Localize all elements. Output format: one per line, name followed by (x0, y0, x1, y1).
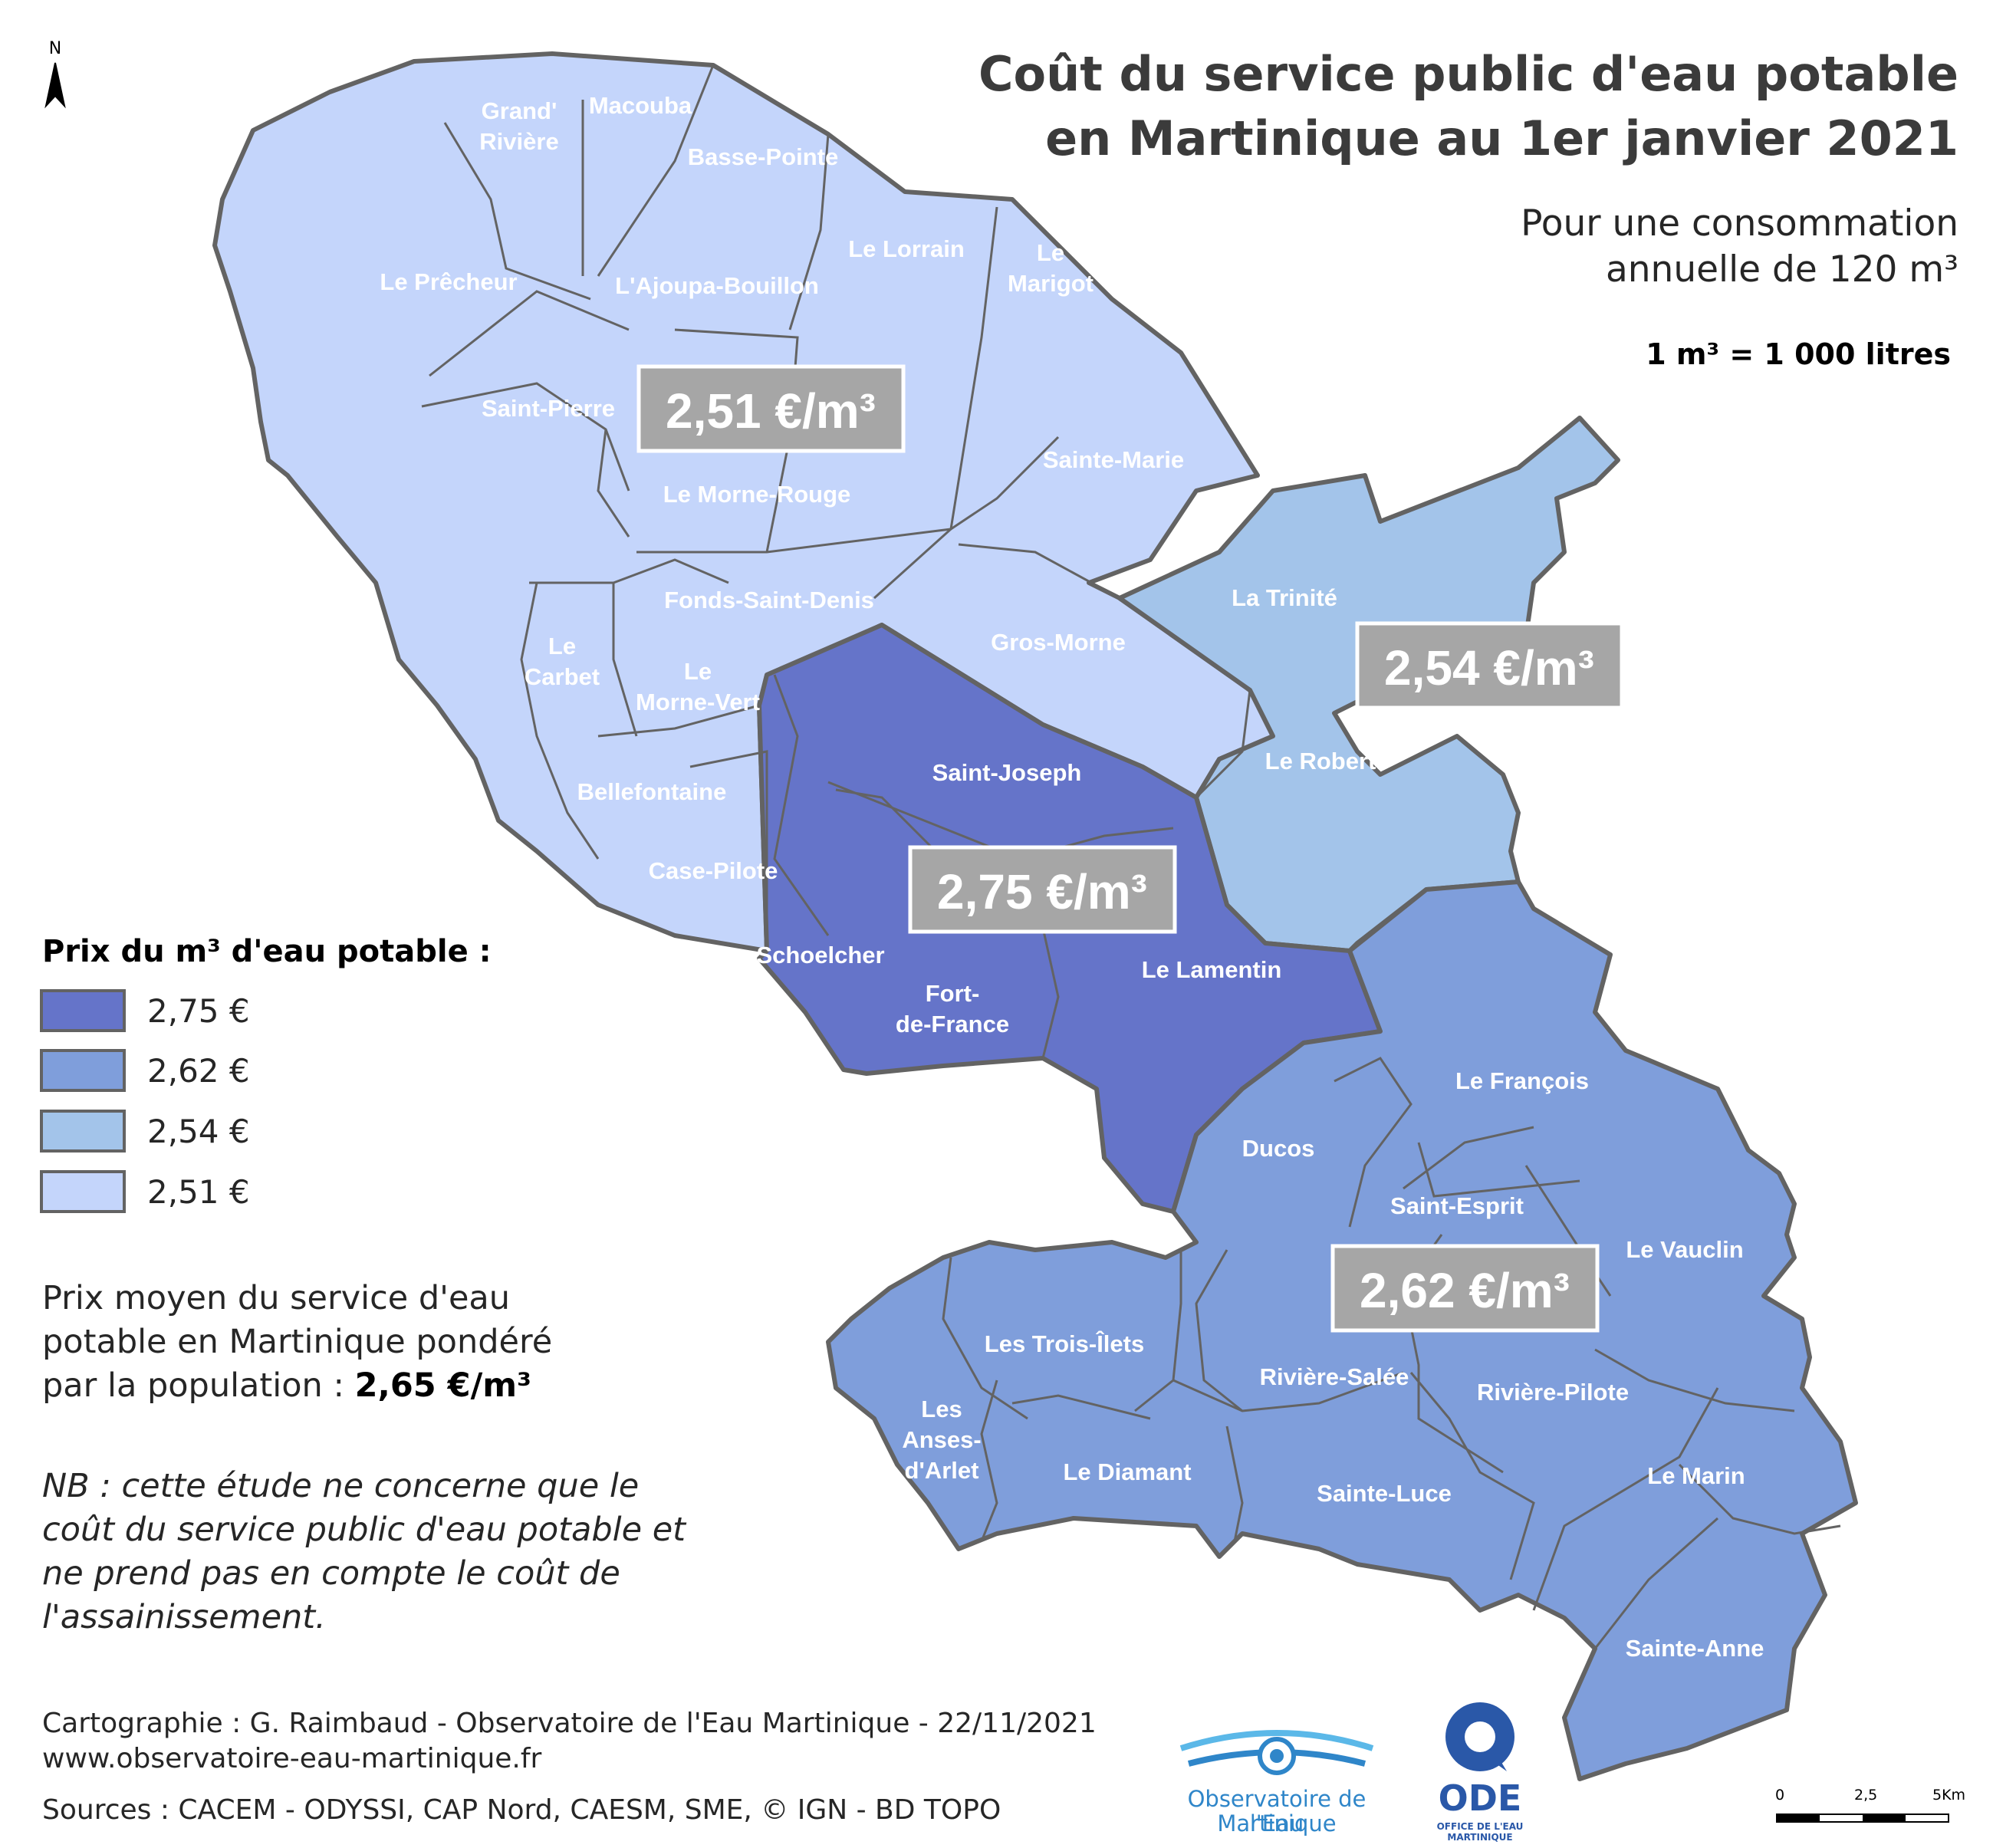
scale-label-5km: 5Km (1932, 1787, 1966, 1804)
subtitle-line-1: Pour une consommation (1521, 202, 1958, 245)
label-basse-pointe: Basse-Pointe (688, 143, 838, 170)
sources: Sources : CACEM - ODYSSI, CAP Nord, CAES… (42, 1794, 1001, 1826)
legend-label-254: 2,54 € (147, 1113, 250, 1150)
label-le-marin: Le Marin (1647, 1462, 1745, 1489)
label-les-anses-d-arlet: Les (921, 1396, 962, 1422)
nb-line-1: NB : cette étude ne concerne que le (42, 1467, 640, 1505)
map-title: Coût du service public d'eau potable en … (978, 42, 1958, 171)
svg-text:2,51 €/m³: 2,51 €/m³ (666, 383, 876, 439)
label-le-carbet: Le (548, 633, 576, 659)
label-le-francois: Le François (1455, 1067, 1589, 1094)
ode-logo-name: ODE (1438, 1777, 1522, 1819)
label-le-lorrain: Le Lorrain (848, 235, 965, 262)
scale-label-0: 0 (1775, 1787, 1785, 1804)
label-fonds-saint-denis: Fonds-Saint-Denis (664, 587, 874, 613)
label-le-marigot: Le (1037, 239, 1064, 266)
average-prefix: par la population : (42, 1366, 355, 1405)
label-le-carbet-2: Carbet (525, 663, 600, 690)
label-les-anses-d-arlet-3: d'Arlet (905, 1457, 979, 1484)
map-subtitle: Pour une consommation annuelle de 120 m³ (1521, 201, 1958, 293)
label-le-robert: Le Robert (1265, 748, 1376, 774)
label-sainte-anne: Sainte-Anne (1626, 1635, 1764, 1662)
average-value: 2,65 €/m³ (354, 1366, 531, 1405)
ode-drop-icon (1445, 1702, 1514, 1771)
nb-line-3: ne prend pas en compte le coût de (42, 1554, 620, 1593)
label-case-pilote: Case-Pilote (649, 857, 778, 884)
title-line-2: en Martinique au 1er janvier 2021 (1045, 110, 1958, 166)
label-gros-morne: Gros-Morne (991, 629, 1126, 656)
label-le-morne-vert: Le (684, 658, 712, 685)
nb-line-4: l'assainissement. (42, 1598, 326, 1636)
subtitle-line-2: annuelle de 120 m³ (1605, 248, 1958, 291)
price-box-center: 2,75 €/m³ (908, 845, 1177, 934)
label-macouba: Macouba (589, 92, 692, 119)
label-le-morne-rouge: Le Morne-Rouge (663, 481, 851, 508)
credits-line-1: Cartographie : G. Raimbaud - Observatoir… (42, 1708, 1097, 1739)
svg-text:2,54 €/m³: 2,54 €/m³ (1384, 640, 1594, 695)
scale-bar-graphic (1776, 1813, 1949, 1823)
average-price-note: Prix moyen du service d'eau potable en M… (42, 1277, 552, 1408)
label-grand-riviere-2: Rivière (479, 128, 558, 155)
title-line-1: Coût du service public d'eau potable (978, 46, 1958, 102)
nb-note: NB : cette étude ne concerne que le coût… (42, 1465, 686, 1639)
label-bellefontaine: Bellefontaine (577, 778, 727, 805)
average-line-3: par la population : 2,65 €/m³ (42, 1364, 552, 1408)
price-box-east: 2,54 €/m³ (1355, 621, 1624, 710)
label-sainte-marie: Sainte-Marie (1043, 446, 1184, 473)
label-riviere-pilote: Rivière-Pilote (1477, 1379, 1629, 1406)
label-sainte-luce: Sainte-Luce (1317, 1480, 1452, 1507)
north-arrow-icon: N (44, 39, 66, 109)
label-le-morne-vert-2: Morne-Vert (636, 689, 760, 715)
ode-logo-tagline: OFFICE DE L'EAU MARTINIQUE (1436, 1821, 1524, 1843)
nb-line-2: coût du service public d'eau potable et (42, 1511, 686, 1549)
svg-text:2,62 €/m³: 2,62 €/m³ (1360, 1263, 1570, 1318)
legend-label-262: 2,62 € (147, 1052, 250, 1090)
oem-logo-line-2: Martinique (1217, 1810, 1337, 1836)
label-les-trois-ilets: Les Trois-Îlets (985, 1330, 1144, 1357)
label-schoelcher: Schoelcher (756, 942, 884, 968)
legend-label-275: 2,75 € (147, 992, 250, 1030)
label-fort-de-france: Fort- (926, 980, 980, 1007)
scale-bar: 0 2,5 5Km (1775, 1787, 1965, 1833)
legend-swatch-254 (40, 1110, 126, 1153)
legend-label-251: 2,51 € (147, 1173, 250, 1211)
credits-website: www.observatoire-eau-martinique.fr (42, 1743, 542, 1774)
legend-swatch-275 (40, 989, 126, 1032)
label-le-marigot-2: Marigot (1008, 270, 1094, 297)
oem-logo-line-1: Observatoire de l'Eau (1187, 1786, 1366, 1836)
label-riviere-salee: Rivière-Salée (1260, 1363, 1409, 1390)
label-saint-pierre: Saint-Pierre (482, 395, 615, 422)
conversion-note: 1 m³ = 1 000 litres (1646, 337, 1951, 371)
label-le-precheur: Le Prêcheur (380, 268, 517, 295)
label-le-diamant: Le Diamant (1063, 1458, 1191, 1485)
label-saint-joseph: Saint-Joseph (932, 759, 1082, 786)
label-ducos: Ducos (1242, 1135, 1315, 1162)
label-les-anses-d-arlet-2: Anses- (902, 1426, 981, 1453)
legend-swatch-251 (40, 1170, 126, 1213)
legend-swatch-262 (40, 1049, 126, 1092)
label-fort-de-france-2: de-France (896, 1011, 1009, 1037)
price-box-north: 2,51 €/m³ (636, 364, 906, 453)
label-la-trinite: La Trinité (1232, 584, 1337, 611)
north-label: N (49, 39, 61, 58)
svg-text:2,75 €/m³: 2,75 €/m³ (937, 864, 1147, 919)
commune-labels: Grand' Rivière Macouba Basse-Pointe Le P… (380, 92, 1764, 1662)
ode-logo: ODE OFFICE DE L'EAU MARTINIQUE (1422, 1695, 1538, 1843)
price-box-south: 2,62 €/m³ (1330, 1244, 1600, 1333)
label-saint-esprit: Saint-Esprit (1390, 1192, 1524, 1219)
label-le-vauclin: Le Vauclin (1626, 1236, 1743, 1263)
credits: Cartographie : G. Raimbaud - Observatoir… (42, 1706, 1097, 1777)
label-le-lamentin: Le Lamentin (1142, 956, 1282, 983)
label-grand-riviere: Grand' (482, 97, 557, 124)
oem-logo: Observatoire de l'Eau Martinique (1173, 1725, 1380, 1836)
average-line-1: Prix moyen du service d'eau (42, 1279, 511, 1317)
oem-eye-icon (1179, 1730, 1374, 1775)
label-ajoupa-bouillon: L'Ajoupa-Bouillon (615, 272, 819, 299)
average-line-2: potable en Martinique pondéré (42, 1323, 553, 1361)
legend-title: Prix du m³ d'eau potable : (42, 934, 492, 969)
scale-label-2-5: 2,5 (1854, 1787, 1878, 1804)
